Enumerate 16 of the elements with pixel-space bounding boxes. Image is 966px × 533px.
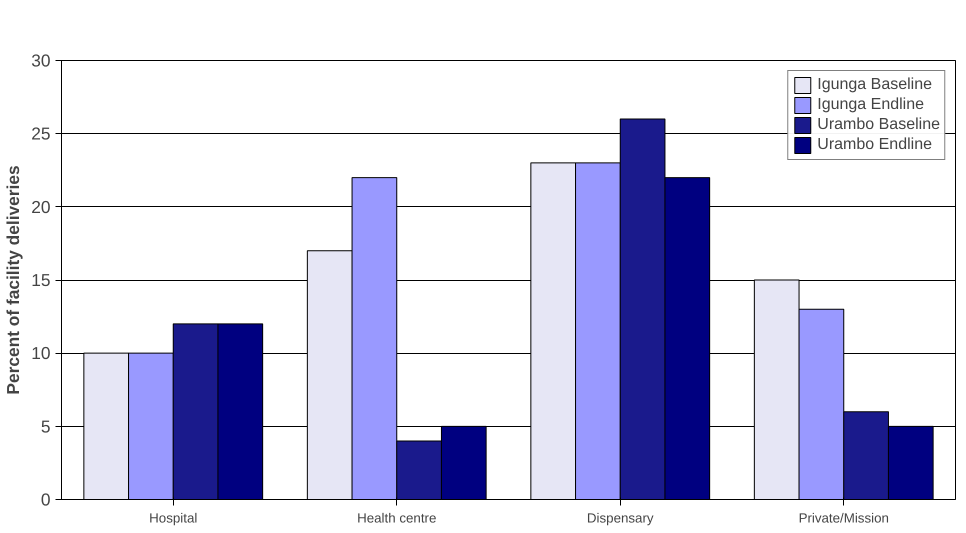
x-tick-label: Hospital bbox=[149, 510, 198, 526]
y-axis-title: Percent of facility deliveries bbox=[3, 165, 24, 395]
y-tick-label: 30 bbox=[31, 50, 51, 70]
x-tick-label: Dispensary bbox=[586, 510, 654, 526]
y-tick-label: 25 bbox=[31, 124, 51, 144]
y-tick-label: 15 bbox=[31, 270, 51, 290]
x-tick-label: Private/Mission bbox=[798, 510, 889, 526]
legend-label: Igunga Endline bbox=[817, 96, 924, 114]
legend-label: Urambo Baseline bbox=[817, 116, 940, 134]
y-tick-label: 5 bbox=[40, 416, 51, 436]
legend-label: Urambo Endline bbox=[817, 136, 932, 154]
legend-label: Igunga Baseline bbox=[817, 76, 932, 94]
y-tick-label: 10 bbox=[31, 343, 51, 364]
y-tick-label: 20 bbox=[31, 196, 51, 217]
x-tick-label: Health centre bbox=[357, 510, 436, 526]
y-tick-label: 0 bbox=[40, 490, 51, 510]
